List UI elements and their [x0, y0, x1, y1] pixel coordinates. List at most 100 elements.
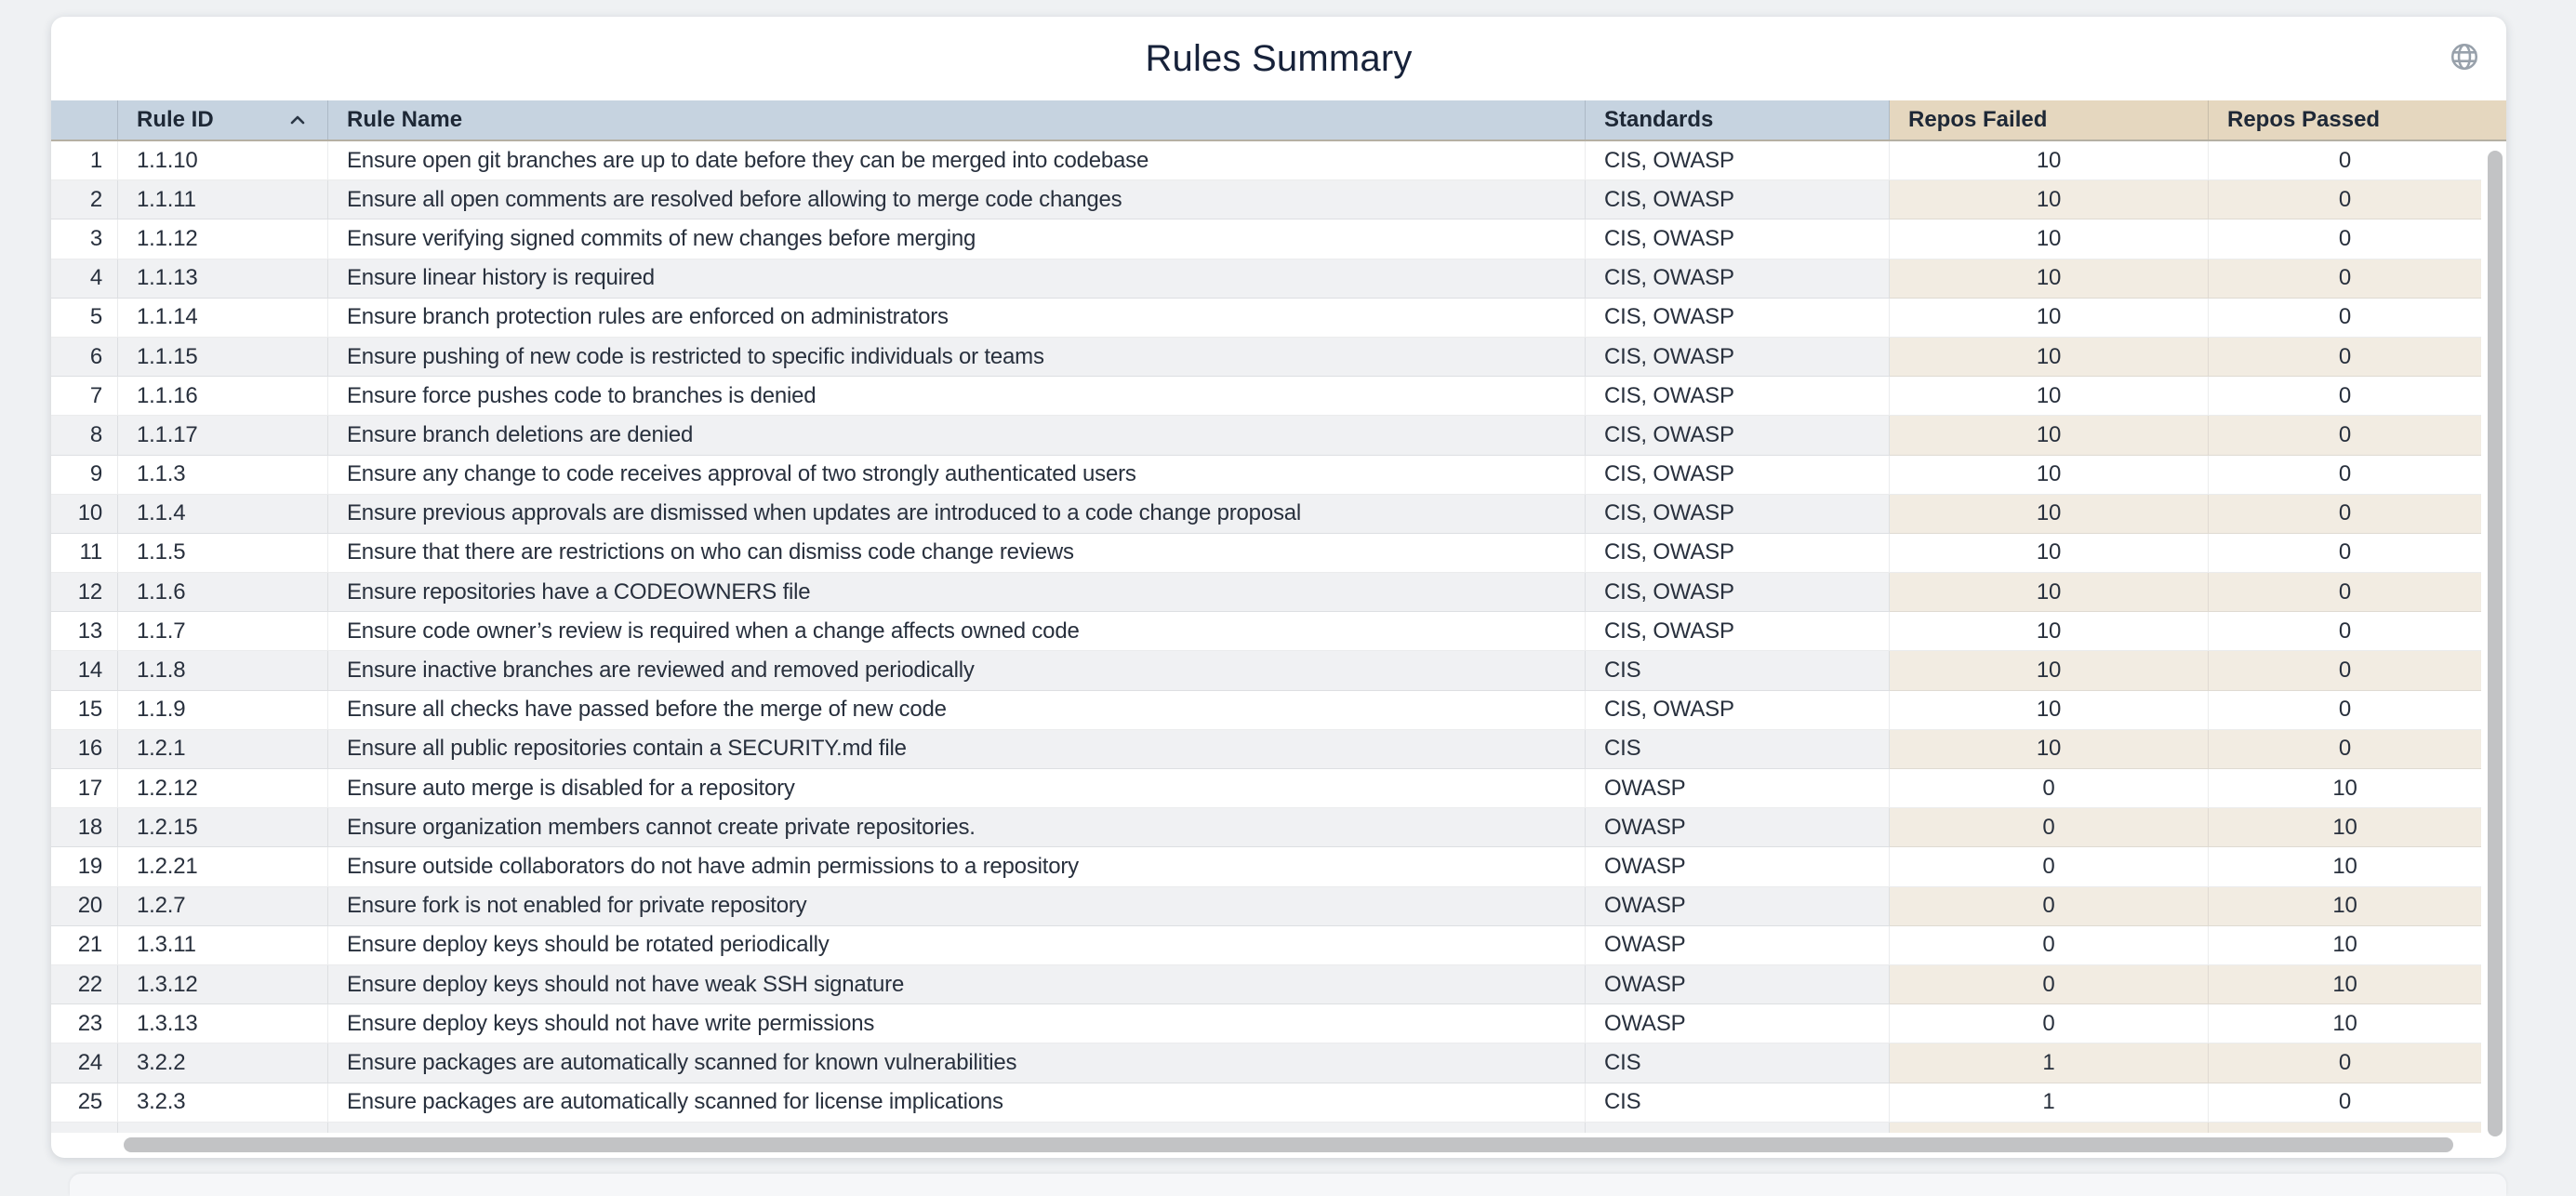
repos-failed-cell: 10: [1890, 416, 2209, 456]
standards-cell: CIS, OWASP: [1586, 377, 1890, 417]
repos-failed-cell: 10: [1890, 690, 2209, 730]
repos-passed-cell: 0: [2209, 1083, 2481, 1123]
row-index-cell: 22: [51, 964, 118, 1005]
column-header-repos-passed[interactable]: Repos Passed: [2227, 107, 2381, 132]
table-row[interactable]: 3 1.1.12 Ensure verifying signed commits o…: [51, 219, 2506, 259]
row-index-cell: 10: [51, 494, 118, 534]
standards-cell: OWASP: [1586, 886, 1890, 926]
repos-failed-cell: 1: [1890, 1083, 2209, 1123]
table-row[interactable]: 4 1.1.13 Ensure linear history is required…: [51, 259, 2506, 299]
table-row[interactable]: 1 1.1.10 Ensure open git branches are up t…: [51, 141, 2506, 181]
repos-passed-cell: 0: [2209, 1043, 2481, 1083]
horizontal-scrollbar-thumb[interactable]: [124, 1137, 2453, 1152]
table-row[interactable]: 10 1.1.4 Ensure previous approvals are dis…: [51, 494, 2506, 534]
repos-passed-cell: 10: [2209, 847, 2481, 887]
repos-passed-cell: 0: [2209, 377, 2481, 417]
column-header-index: [51, 100, 118, 140]
column-header-repos-failed[interactable]: Repos Failed: [1890, 100, 2209, 140]
table-row[interactable]: 22 1.3.12 Ensure deploy keys should not ha…: [51, 964, 2506, 1005]
rule-name-cell: Ensure outside collaborators do not have…: [328, 847, 1586, 887]
table-row[interactable]: 19 1.2.21 Ensure outside collaborators do …: [51, 847, 2506, 887]
column-header-rule-id-label: Rule ID: [137, 107, 214, 132]
standards-cell: CIS, OWASP: [1586, 141, 1890, 181]
repos-failed-cell: 10: [1890, 219, 2209, 259]
table-row[interactable]: 21 1.3.11 Ensure deploy keys should be rot…: [51, 925, 2506, 965]
rule-name-cell: Ensure verifying signed commits of new c…: [328, 219, 1586, 259]
standards-cell: CIS, OWASP: [1586, 455, 1890, 495]
table-row[interactable]: 7 1.1.16 Ensure force pushes code to branc…: [51, 377, 2506, 417]
rule-id-cell: 1.1.10: [118, 141, 328, 181]
table-row[interactable]: 12 1.1.6 Ensure repositories have a CODEOW…: [51, 573, 2506, 613]
repos-passed-cell: 10: [2209, 964, 2481, 1005]
rule-id-cell: 1.1.11: [118, 180, 328, 220]
row-index-cell: 4: [51, 259, 118, 299]
globe-icon[interactable]: [2449, 41, 2480, 73]
rule-name-cell: Ensure code owner’s review is required w…: [328, 612, 1586, 652]
row-index-cell: 18: [51, 808, 118, 848]
table-row[interactable]: 13 1.1.7 Ensure code owner’s review is req…: [51, 612, 2506, 652]
table-row[interactable]: 8 1.1.17 Ensure branch deletions are denie…: [51, 416, 2506, 456]
column-header-rule-id[interactable]: Rule ID: [118, 100, 328, 140]
standards-cell: OWASP: [1586, 847, 1890, 887]
repos-failed-cell: 10: [1890, 377, 2209, 417]
standards-cell: CIS, OWASP: [1586, 494, 1890, 534]
standards-cell: CIS, OWASP: [1586, 180, 1890, 220]
table-row[interactable]: 9 1.1.3 Ensure any change to code receives…: [51, 455, 2506, 495]
column-header-standards[interactable]: Standards: [1586, 100, 1890, 140]
row-index-cell: 15: [51, 690, 118, 730]
table-row[interactable]: 17 1.2.12 Ensure auto merge is disabled fo…: [51, 769, 2506, 809]
repos-passed-cell: 10: [2209, 769, 2481, 809]
rule-name-cell: [328, 1122, 1586, 1133]
table-row[interactable]: 5 1.1.14 Ensure branch protection rules ar…: [51, 298, 2506, 338]
table-row[interactable]: 6 1.1.15 Ensure pushing of new code is res…: [51, 337, 2506, 378]
rule-id-cell: 1.3.12: [118, 964, 328, 1005]
rule-id-cell: 1.2.1: [118, 729, 328, 769]
standards-cell: [1586, 1122, 1890, 1133]
repos-passed-cell: 10: [2209, 925, 2481, 965]
rule-id-cell: 1.1.5: [118, 533, 328, 574]
repos-passed-cell: 0: [2209, 337, 2481, 378]
table-row[interactable]: 2 1.1.11 Ensure all open comments are reso…: [51, 180, 2506, 220]
repos-passed-cell: 0: [2209, 298, 2481, 338]
repos-passed-cell: 10: [2209, 808, 2481, 848]
table-row[interactable]: 11 1.1.5 Ensure that there are restriction…: [51, 533, 2506, 574]
table-row[interactable]: 15 1.1.9 Ensure all checks have passed bef…: [51, 690, 2506, 730]
rule-id-cell: 1.2.21: [118, 847, 328, 887]
table-row[interactable]: 25 3.2.3 Ensure packages are automatically…: [51, 1083, 2506, 1123]
repos-passed-cell: 0: [2209, 612, 2481, 652]
rule-name-cell: Ensure pushing of new code is restricted…: [328, 337, 1586, 378]
row-index-cell: 6: [51, 337, 118, 378]
table-row[interactable]: 24 3.2.2 Ensure packages are automatically…: [51, 1043, 2506, 1083]
table-row[interactable]: 23 1.3.13 Ensure deploy keys should not ha…: [51, 1004, 2506, 1044]
repos-failed-cell: 10: [1890, 729, 2209, 769]
rule-id-cell: [118, 1122, 328, 1133]
repos-failed-cell: 10: [1890, 533, 2209, 574]
repos-passed-cell: 0: [2209, 494, 2481, 534]
row-index-cell: 21: [51, 925, 118, 965]
table-row[interactable]: 16 1.2.1 Ensure all public repositories co…: [51, 729, 2506, 769]
next-panel-edge: [70, 1174, 2506, 1196]
row-index-cell: 1: [51, 141, 118, 181]
rule-name-cell: Ensure that there are restrictions on wh…: [328, 533, 1586, 574]
table-row[interactable]: 20 1.2.7 Ensure fork is not enabled for pr…: [51, 886, 2506, 926]
rule-id-cell: 1.3.13: [118, 1004, 328, 1044]
rule-name-cell: Ensure repositories have a CODEOWNERS fi…: [328, 573, 1586, 613]
rule-id-cell: 1.1.17: [118, 416, 328, 456]
standards-cell: CIS, OWASP: [1586, 337, 1890, 378]
row-index-cell: [51, 1122, 118, 1133]
repos-passed-cell: 0: [2209, 219, 2481, 259]
rule-name-cell: Ensure any change to code receives appro…: [328, 455, 1586, 495]
rule-id-cell: 1.1.6: [118, 573, 328, 613]
repos-failed-cell: 0: [1890, 769, 2209, 809]
rule-id-cell: 3.2.2: [118, 1043, 328, 1083]
repos-passed-cell: 0: [2209, 259, 2481, 299]
repos-failed-cell: 0: [1890, 964, 2209, 1005]
repos-passed-cell: 10: [2209, 1004, 2481, 1044]
vertical-scrollbar-thumb[interactable]: [2488, 151, 2503, 1136]
row-index-cell: 5: [51, 298, 118, 338]
column-header-rule-name[interactable]: Rule Name: [328, 100, 1586, 140]
table-row[interactable]: 14 1.1.8 Ensure inactive branches are revi…: [51, 651, 2506, 691]
rule-name-cell: Ensure packages are automatically scanne…: [328, 1043, 1586, 1083]
rule-name-cell: Ensure branch protection rules are enfor…: [328, 298, 1586, 338]
table-row[interactable]: 18 1.2.15 Ensure organization members cann…: [51, 808, 2506, 848]
